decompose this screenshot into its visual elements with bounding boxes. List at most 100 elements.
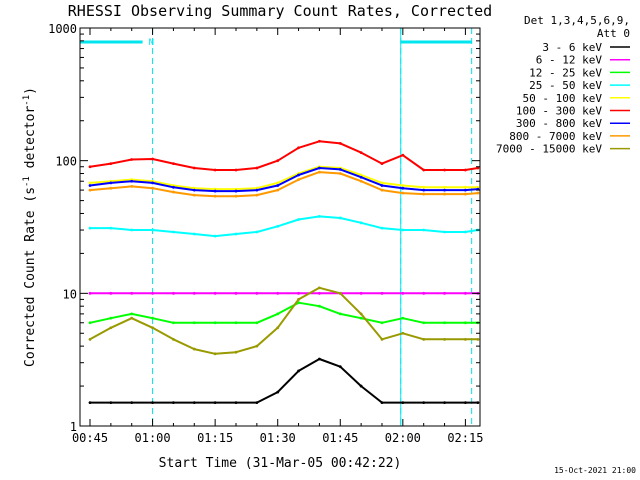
data-point bbox=[443, 188, 446, 192]
data-point bbox=[380, 162, 384, 166]
legend-label-3: 25 - 50 keV bbox=[529, 79, 602, 92]
data-point bbox=[234, 232, 238, 236]
data-point bbox=[109, 291, 113, 295]
data-point bbox=[255, 188, 259, 192]
series-line-6 bbox=[89, 167, 478, 193]
data-point bbox=[213, 352, 217, 356]
data-point bbox=[88, 337, 92, 341]
data-point bbox=[401, 316, 405, 320]
data-point bbox=[476, 191, 480, 195]
data-point bbox=[130, 228, 134, 232]
data-point bbox=[380, 401, 384, 405]
x-tick-label: 02:15 bbox=[447, 431, 483, 445]
data-point bbox=[130, 316, 134, 320]
data-point bbox=[213, 234, 217, 238]
data-point bbox=[443, 192, 446, 196]
data-point bbox=[255, 230, 259, 234]
y-axis-label-part3: ) bbox=[23, 87, 38, 95]
data-point bbox=[172, 337, 175, 341]
series-line-0 bbox=[90, 358, 478, 404]
data-point bbox=[234, 194, 238, 198]
data-point bbox=[172, 162, 175, 166]
night-marker: N bbox=[149, 38, 154, 48]
data-point bbox=[276, 312, 280, 316]
data-point bbox=[422, 168, 426, 172]
data-point bbox=[422, 321, 426, 325]
footer-timestamp: 15-Oct-2021 21:00 bbox=[554, 466, 636, 475]
y-tick-label: 10 bbox=[63, 287, 77, 301]
data-point bbox=[276, 326, 280, 330]
legend-label-0: 3 - 6 keV bbox=[542, 41, 602, 54]
legend-label-6: 300 - 800 keV bbox=[516, 117, 602, 130]
data-point bbox=[88, 226, 92, 230]
data-point bbox=[88, 291, 92, 295]
chart-title: RHESSI Observing Summary Count Rates, Co… bbox=[68, 2, 492, 20]
data-point bbox=[476, 166, 480, 170]
x-tick-label: 01:30 bbox=[260, 431, 296, 445]
data-point bbox=[401, 401, 405, 405]
data-point bbox=[234, 401, 238, 405]
data-point bbox=[401, 153, 405, 157]
y-axis-label: Corrected Count Rate (s-1 detector-1) bbox=[22, 87, 38, 367]
data-point bbox=[172, 230, 175, 234]
y-axis-label-sup1: -1 bbox=[22, 176, 32, 187]
data-point bbox=[297, 218, 300, 221]
data-point bbox=[255, 166, 259, 170]
data-point bbox=[401, 184, 405, 187]
data-point bbox=[151, 186, 154, 190]
x-axis-label: Start Time (31-Mar-05 00:42:22) bbox=[159, 456, 402, 471]
data-point bbox=[380, 321, 384, 325]
data-point bbox=[213, 321, 217, 325]
data-point bbox=[359, 179, 363, 183]
legend-label-5: 100 - 300 keV bbox=[516, 105, 602, 118]
data-point bbox=[401, 291, 405, 295]
data-point bbox=[109, 186, 113, 190]
data-point bbox=[443, 230, 446, 234]
data-point bbox=[443, 337, 446, 341]
data-point bbox=[130, 179, 134, 183]
data-point bbox=[359, 173, 363, 177]
y-tick-label: 1 bbox=[70, 420, 77, 434]
data-point bbox=[359, 312, 363, 316]
data-point bbox=[359, 175, 363, 179]
axes: 00:45 01:00 01:15 01:30 01:45 02:00 02:15 1 10 10… bbox=[48, 22, 483, 445]
plot-area: N bbox=[79, 28, 480, 426]
data-point bbox=[276, 159, 280, 163]
y-tick-label: 100 bbox=[55, 155, 77, 169]
data-point bbox=[380, 184, 384, 187]
y-axis-label-part2: detector bbox=[23, 106, 38, 177]
data-point bbox=[255, 291, 259, 295]
data-point bbox=[172, 185, 175, 189]
data-point bbox=[234, 350, 238, 354]
legend-header-line2: Att 0 bbox=[597, 27, 630, 40]
y-axis-label-sup2: -1 bbox=[22, 95, 32, 106]
data-point bbox=[130, 184, 134, 188]
data-point bbox=[234, 168, 238, 172]
data-point bbox=[318, 357, 321, 361]
data-point bbox=[88, 188, 92, 192]
series-line-8 bbox=[89, 286, 478, 355]
data-point bbox=[443, 321, 446, 325]
data-point bbox=[464, 321, 467, 325]
data-point bbox=[276, 181, 280, 185]
data-point bbox=[380, 291, 384, 295]
data-point bbox=[109, 226, 113, 230]
data-point bbox=[192, 232, 196, 236]
data-point bbox=[464, 230, 467, 234]
data-point bbox=[464, 168, 467, 172]
data-point bbox=[297, 291, 300, 295]
data-point bbox=[476, 337, 480, 341]
data-point bbox=[338, 216, 342, 220]
data-point bbox=[318, 170, 321, 174]
data-point bbox=[88, 181, 92, 185]
legend-header-line1: Det 1,3,4,5,6,9, bbox=[524, 14, 630, 27]
data-point bbox=[109, 181, 113, 185]
data-point bbox=[318, 166, 321, 170]
data-point bbox=[192, 347, 196, 351]
data-point bbox=[422, 337, 426, 341]
data-point bbox=[318, 291, 321, 295]
legend-label-1: 6 - 12 keV bbox=[536, 54, 603, 67]
data-point bbox=[359, 151, 363, 155]
data-point bbox=[276, 184, 280, 187]
